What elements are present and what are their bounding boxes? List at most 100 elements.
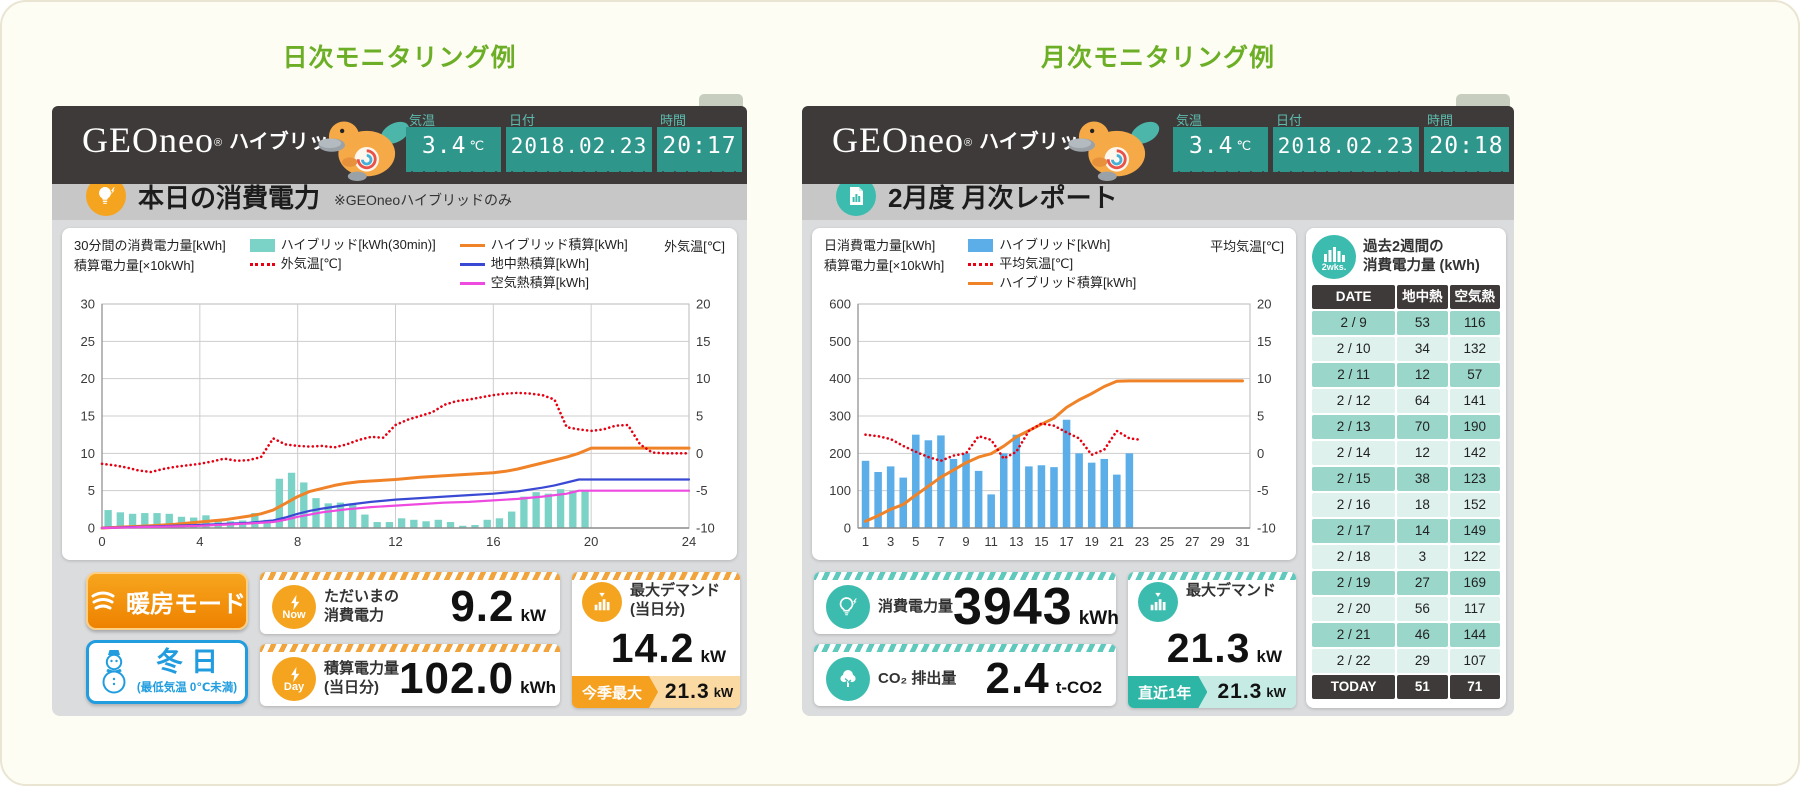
daily-top-tab[interactable] (699, 94, 743, 109)
legend-item: ハイブリッド積算[kWh] (968, 274, 1136, 293)
monthly-panel-title: 月次モニタリング例 (1040, 44, 1275, 72)
svg-text:-5: -5 (1257, 483, 1269, 498)
svg-text:16: 16 (486, 534, 500, 549)
temperature-value: 3.4 (1188, 133, 1234, 159)
table-cell: 122 (1449, 545, 1500, 569)
monthly-chart-card: 日消費電力量[kWh] 積算電力量[×10kWh] ハイブリッド[kWh] 平均気温[… (812, 228, 1296, 560)
svg-text:24: 24 (682, 534, 696, 549)
svg-text:10: 10 (696, 371, 710, 386)
svg-text:400: 400 (829, 371, 851, 386)
heat-waves-icon (91, 591, 115, 610)
now-badge: Now (272, 585, 316, 629)
legend-item: 外気温[℃] (249, 255, 436, 274)
table-cell: 70 (1397, 415, 1448, 439)
table-cell: 12 (1397, 441, 1448, 465)
monthly-power-unit: kWh (1078, 608, 1119, 629)
tree-icon (826, 657, 870, 701)
two-weeks-table-title: 過去2週間の 消費電力量 (kWh) (1363, 239, 1480, 274)
table-column-header: 地中熱 (1397, 285, 1448, 309)
current-power-card: Now ただいまの 消費電力 9.2 kW (260, 572, 560, 634)
table-cell: 2 / 14 (1312, 441, 1396, 465)
svg-text:7: 7 (937, 534, 944, 549)
date-value: 2018.02.23 (510, 134, 648, 158)
table-cell: 51 (1397, 675, 1448, 699)
table-cell: 116 (1449, 311, 1500, 335)
table-cell: 169 (1449, 571, 1500, 595)
table-cell: 57 (1449, 363, 1500, 387)
table-cell: 3 (1397, 545, 1448, 569)
monthly-header: GEOneo® ハイブリッド 気温 3.4 ℃ (802, 106, 1514, 184)
two-weeks-icon: 2wks. (1312, 235, 1356, 279)
temperature-unit: ℃ (1236, 138, 1253, 153)
table-cell: 149 (1449, 519, 1500, 543)
svg-text:-10: -10 (1257, 521, 1276, 536)
daily-header: GEOneo® ハイブリッド 気温 3.4 ℃ (52, 106, 747, 184)
co2-emission-card: CO₂ 排出量 2.4 t-CO2 (814, 644, 1116, 706)
svg-text:20: 20 (1257, 298, 1271, 312)
co2-emission-value: 2.4 (985, 654, 1050, 703)
monthly-chart-legend: 日消費電力量[kWh] 積算電力量[×10kWh] ハイブリッド[kWh] 平均気温[… (824, 236, 1284, 293)
svg-text:500: 500 (829, 334, 851, 349)
axis-unit-labels: 30分間の消費電力量[kWh] 積算電力量[×10kWh] (74, 238, 226, 273)
svg-text:11: 11 (984, 534, 998, 549)
svg-text:5: 5 (1257, 409, 1264, 424)
svg-text:0: 0 (1257, 446, 1264, 461)
time-value: 20:18 (1429, 133, 1504, 159)
svg-text:0: 0 (844, 521, 851, 536)
table-cell: 123 (1449, 467, 1500, 491)
table-cell: 2 / 17 (1312, 519, 1396, 543)
demand-chart-icon (582, 582, 622, 622)
legend-item: 空気熱積算[kWh] (459, 274, 628, 293)
svg-text:15: 15 (1257, 334, 1271, 349)
table-cell: 53 (1397, 311, 1448, 335)
platypus-mascot-icon (1068, 121, 1160, 182)
table-cell: 56 (1397, 597, 1448, 621)
max-demand-label: 最大デマンド (当日分) (630, 582, 721, 618)
svg-text:20: 20 (584, 534, 598, 549)
date-box: 日付 2018.02.23 (1273, 110, 1419, 172)
temperature-box: 気温 3.4 ℃ (406, 110, 501, 172)
svg-text:0: 0 (696, 446, 703, 461)
temperature-value: 3.4 (421, 133, 467, 159)
daily-dashboard: GEOneo® ハイブリッド 気温 3.4 ℃ (52, 94, 747, 716)
table-cell: 2 / 15 (1312, 467, 1396, 491)
bolt-icon (291, 666, 300, 682)
svg-text:200: 200 (829, 446, 851, 461)
day-badge: Day (272, 657, 316, 701)
heating-mode-label: 暖房モード (126, 590, 246, 618)
daily-section-note: ※GEOneoハイブリッドのみ (334, 192, 512, 208)
table-cell: 117 (1449, 597, 1500, 621)
table-cell: 29 (1397, 649, 1448, 673)
winter-day-button[interactable]: 冬日 (最低気温 0℃未満) (86, 640, 248, 704)
daily-header-info: 気温 3.4 ℃ 日付 2018.02.23 時間 20:17 (406, 110, 742, 172)
svg-text:300: 300 (829, 409, 851, 424)
table-cell: TODAY (1312, 675, 1396, 699)
table-cell: 18 (1397, 493, 1448, 517)
svg-text:20: 20 (81, 371, 95, 386)
co2-emission-label: CO₂ 排出量 (878, 669, 957, 687)
table-column-header: DATE (1312, 285, 1396, 309)
svg-text:31: 31 (1235, 534, 1249, 549)
svg-text:-5: -5 (696, 483, 708, 498)
table-cell: 12 (1397, 363, 1448, 387)
table-cell: 2 / 19 (1312, 571, 1396, 595)
season-max-unit: kW (713, 684, 734, 700)
max-demand-unit: kW (700, 647, 727, 666)
winter-day-sub: (最低気温 0℃未満) (136, 682, 238, 694)
recent-year-strip: 直近1年 21.3 kW (1128, 676, 1296, 708)
daily-total-unit: kWh (520, 678, 557, 697)
svg-text:8: 8 (294, 534, 301, 549)
monthly-top-tab[interactable] (1456, 94, 1510, 109)
table-cell: 64 (1397, 389, 1448, 413)
date-box: 日付 2018.02.23 (506, 110, 652, 172)
table-cell: 107 (1449, 649, 1500, 673)
svg-text:19: 19 (1084, 534, 1098, 549)
table-cell: 144 (1449, 623, 1500, 647)
svg-text:9: 9 (962, 534, 969, 549)
table-cell: 14 (1397, 519, 1448, 543)
daily-total-card: Day 積算電力量 (当日分) 102.0 kWh (260, 644, 560, 706)
svg-text:5: 5 (88, 483, 95, 498)
svg-text:20: 20 (696, 298, 710, 312)
heating-mode-button[interactable]: 暖房モード (86, 572, 248, 630)
